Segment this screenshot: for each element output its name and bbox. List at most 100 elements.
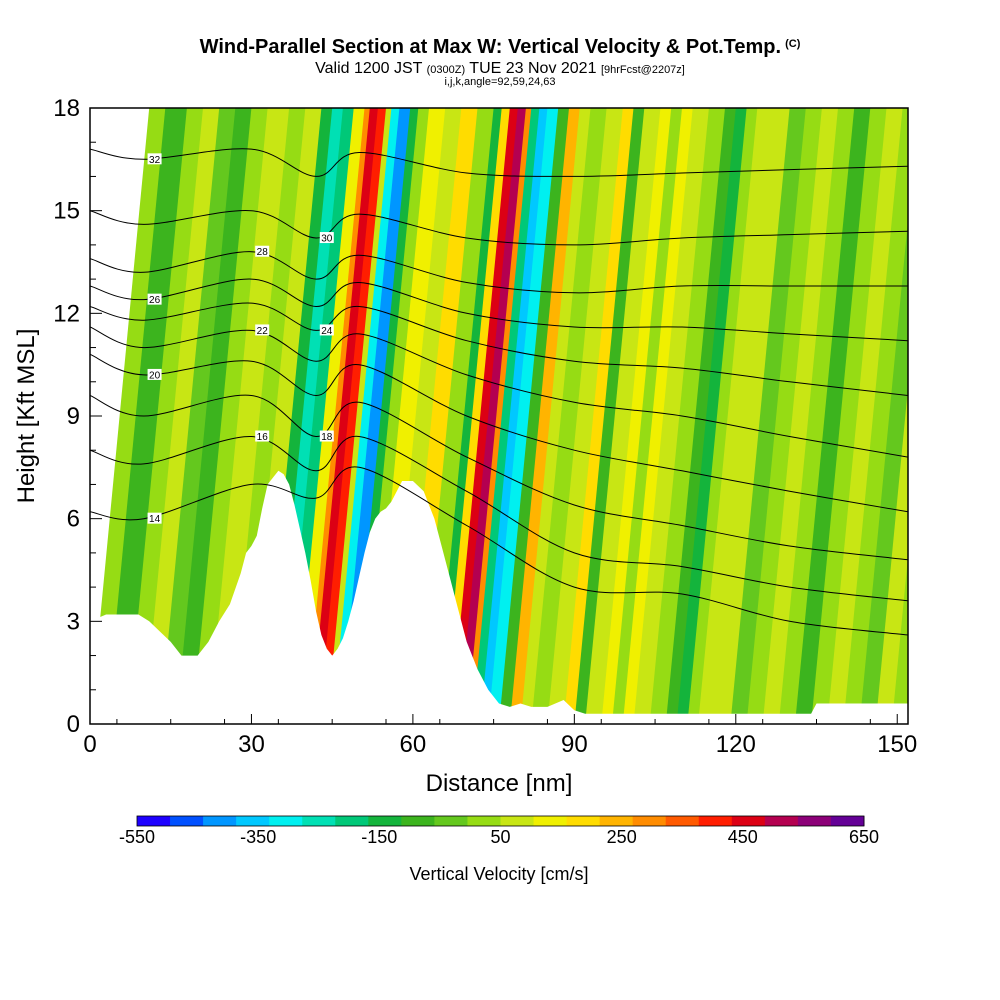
y-tick-label: 6 [67,506,80,533]
colorbar-swatch [830,816,865,826]
w-column-4 [160,108,238,724]
x-tick-label: 150 [877,731,917,758]
theta-label: 22 [257,326,269,337]
w-column-47 [665,108,738,724]
colorbar-tick-label: -350 [240,827,276,847]
valid-date: TUE 23 Nov 2021 [469,60,597,77]
w-column-50 [698,108,776,724]
colorbar-swatch [764,816,799,826]
w-column-3 [143,108,222,724]
theta-contour-14 [90,466,908,636]
colorbar-swatch [566,816,601,826]
theta-label: 20 [149,370,161,381]
theta-label: 26 [149,295,161,306]
w-column-6 [192,108,270,724]
colorbar-swatch [368,816,402,826]
w-column-61 [875,387,908,724]
x-tick-label: 0 [83,731,96,758]
y-tick-label: 0 [67,711,80,738]
colorbar-tick-label: -550 [119,827,155,847]
colorbar-swatch [137,816,171,826]
theta-label-bg [255,245,270,257]
y-tick-label: 3 [67,608,80,635]
theta-label-bg [147,293,162,305]
w-column-56 [795,108,873,724]
w-column-62 [891,556,908,724]
colorbar-swatch [335,816,369,826]
w-column-13 [294,108,367,724]
w-column-26 [434,108,504,724]
theta-label-bg [147,153,162,165]
colorbar-swatch [731,816,766,826]
colorbar-tick-label: 50 [490,827,510,847]
y-tick-label: 18 [53,95,80,122]
x-tick-label: 30 [238,731,265,758]
w-column-33 [488,108,561,724]
theta-label: 30 [321,234,333,245]
theta-label-bg [147,368,162,380]
w-column-29 [458,108,529,724]
colorbar-swatch [665,816,700,826]
colorbar-swatch [401,816,435,826]
w-column-5 [176,108,254,724]
x-tick-label: 60 [400,731,427,758]
theta-contour-22 [90,326,908,458]
w-column-39 [563,108,636,724]
w-column-48 [676,108,749,724]
valid-prefix: Valid 1200 JST [315,60,423,77]
w-column-57 [811,108,889,724]
w-column-18 [332,108,402,724]
colorbar-swatch [698,816,733,826]
w-column-53 [746,108,824,724]
w-column-42 [601,108,674,724]
colorbar-swatch [500,816,535,826]
w-column-45 [633,108,711,724]
colorbar-swatch [467,816,501,826]
theta-label-bg [147,512,162,524]
w-column-55 [778,108,857,724]
theta-contour-30 [90,210,908,246]
colorbar-swatch [533,816,568,826]
w-column-59 [843,108,908,724]
theta-contour-24 [90,302,908,396]
y-tick-label: 15 [53,198,80,225]
theta-label-bg [255,430,270,442]
theta-label-bg [319,232,334,244]
w-column-41 [585,108,663,724]
theta-contours: 14 16 18 20 22 24 26 28 30 32 [90,148,908,636]
theta-contour-28 [90,251,908,294]
w-column-32 [480,108,550,724]
theta-contour-18 [90,394,908,561]
theta-label-bg [255,324,270,336]
colorbar-swatch [632,816,667,826]
theta-label: 16 [257,432,269,443]
theta-label: 18 [321,432,333,443]
colorbar-swatch [434,816,468,826]
w-column-58 [827,108,905,724]
axes: 0 30 60 90 120 150 0 3 6 9 12 15 18 [53,95,917,758]
theta-label: 14 [149,514,161,525]
theta-contour-16 [90,435,908,602]
w-column-51 [714,108,792,724]
colorbar-tick-label: 450 [728,827,758,847]
title-mark: (C) [785,38,801,50]
colorbar-swatch [599,816,634,826]
chart-title: Wind-Parallel Section at Max W: Vertical… [199,36,801,58]
chart-subtitle: Valid 1200 JST (0300Z) TUE 23 Nov 2021 [… [0,60,1000,78]
w-column-27 [442,108,512,724]
w-column-0 [90,108,168,724]
w-column-31 [472,108,542,724]
x-tick-label: 90 [561,731,588,758]
y-tick-label: 9 [67,403,80,430]
colorbar-swatch [797,816,832,826]
w-column-34 [499,108,572,724]
theta-contour-20 [90,353,908,513]
w-column-35 [509,108,582,724]
w-column-52 [730,108,808,724]
x-tick-label: 120 [716,731,756,758]
w-column-37 [531,108,609,724]
colorbar-swatch [269,816,303,826]
theta-label: 28 [257,247,269,258]
theta-label-bg [319,430,334,442]
